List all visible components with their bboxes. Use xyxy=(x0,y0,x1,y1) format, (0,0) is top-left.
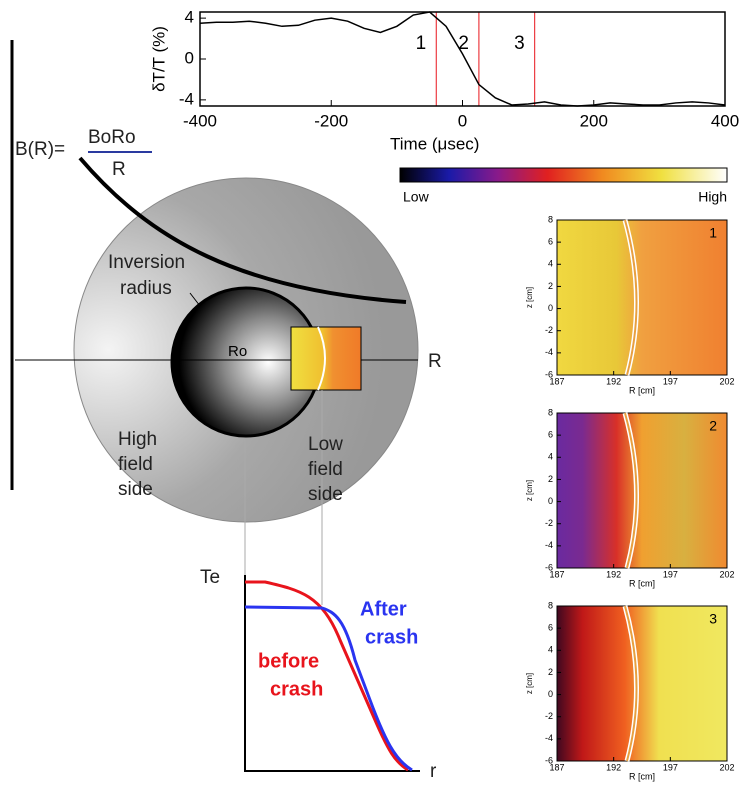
y-tick-label: 6 xyxy=(548,623,553,633)
formula: BoRo xyxy=(88,127,136,148)
x-tick-label: 197 xyxy=(663,569,678,579)
before-curve xyxy=(245,580,409,772)
plot-frame xyxy=(199,11,726,107)
pointer xyxy=(189,292,201,307)
panel-label: 2 xyxy=(709,418,717,434)
after-curve xyxy=(244,605,413,772)
label: field xyxy=(308,459,343,480)
x-tick-label: 192 xyxy=(606,762,621,772)
x-tick-label: 200 xyxy=(580,111,608,130)
x-tick-label: 202 xyxy=(719,762,734,772)
y-tick-label: 4 xyxy=(548,645,553,655)
y-axis-label: δT/T (%) xyxy=(149,26,168,92)
x-tick-label: 202 xyxy=(719,376,734,386)
y-tick-label: 8 xyxy=(548,407,553,417)
inset-box xyxy=(290,326,362,391)
y-tick-label: 4 xyxy=(185,8,194,27)
label: Low xyxy=(308,434,343,455)
marker-label: 2 xyxy=(458,33,469,54)
data-line xyxy=(199,11,726,107)
y-tick-label: 2 xyxy=(548,281,553,291)
y-axis-label: z [cm] xyxy=(525,673,534,694)
label: After xyxy=(360,598,407,620)
label: crash xyxy=(365,626,418,648)
label: field xyxy=(118,454,153,475)
x-tick-label: 192 xyxy=(606,376,621,386)
image-panel xyxy=(556,219,728,376)
x-tick-label: -200 xyxy=(314,111,348,130)
x-axis-label: R [cm] xyxy=(629,578,655,588)
x-tick-label: 202 xyxy=(719,569,734,579)
label: r xyxy=(430,761,437,782)
marker-label: 1 xyxy=(416,33,427,54)
x-tick-label: 197 xyxy=(663,376,678,386)
y-tick-label: 6 xyxy=(548,430,553,440)
y-tick-label: -4 xyxy=(545,540,553,550)
y-tick-label: -6 xyxy=(545,562,553,572)
y-tick-label: 0 xyxy=(185,48,194,67)
x-axis-label: Time (μsec) xyxy=(390,134,479,153)
label: before xyxy=(258,650,319,672)
y-tick-label: 0 xyxy=(548,689,553,699)
y-tick-label: 6 xyxy=(548,237,553,247)
y-tick-label: -2 xyxy=(545,711,553,721)
x-axis-label: R [cm] xyxy=(629,385,655,395)
panel-label: 1 xyxy=(709,225,717,241)
field-curve xyxy=(78,156,407,304)
y-tick-label: 0 xyxy=(548,303,553,313)
marker-label: 3 xyxy=(514,33,525,54)
y-tick-label: -2 xyxy=(545,518,553,528)
y-tick-label: -4 xyxy=(179,89,194,108)
label: radius xyxy=(120,278,172,299)
y-tick-label: 8 xyxy=(548,600,553,610)
y-tick-label: -6 xyxy=(545,755,553,765)
y-tick-label: 4 xyxy=(548,452,553,462)
x-tick-label: 197 xyxy=(663,762,678,772)
label: side xyxy=(308,484,343,505)
x-tick-label: 187 xyxy=(549,762,564,772)
colorbar-label: Low xyxy=(403,189,430,205)
y-tick-label: -2 xyxy=(545,325,553,335)
inset-contour xyxy=(317,326,326,391)
colorbar-label: High xyxy=(698,189,727,205)
label: R xyxy=(428,351,442,372)
image-panel xyxy=(556,412,728,569)
contour xyxy=(624,605,638,762)
y-tick-label: 0 xyxy=(548,496,553,506)
y-tick-label: 2 xyxy=(548,667,553,677)
y-axis-label: z [cm] xyxy=(525,287,534,308)
colorbar xyxy=(399,167,728,183)
y-axis-label: z [cm] xyxy=(525,480,534,501)
y-tick-label: -4 xyxy=(545,347,553,357)
label: Inversion xyxy=(108,252,185,273)
y-tick-label: 4 xyxy=(548,259,553,269)
x-tick-label: 192 xyxy=(606,569,621,579)
y-tick-label: 8 xyxy=(548,214,553,224)
x-tick-label: 187 xyxy=(549,569,564,579)
image-panel xyxy=(556,605,728,762)
label: Te xyxy=(200,567,220,588)
x-axis-label: R [cm] xyxy=(629,771,655,781)
y-tick-label: 2 xyxy=(548,474,553,484)
label: High xyxy=(118,429,157,450)
y-tick-label: -4 xyxy=(545,733,553,743)
x-tick-label: 400 xyxy=(711,111,739,130)
contour xyxy=(624,219,638,376)
label: Ro xyxy=(228,343,247,360)
formula: B(R)= xyxy=(15,139,65,160)
label: crash xyxy=(270,678,323,700)
panel-label: 3 xyxy=(709,611,717,627)
x-tick-label: -400 xyxy=(183,111,217,130)
y-tick-label: -6 xyxy=(545,369,553,379)
label: side xyxy=(118,479,153,500)
contour xyxy=(624,412,638,569)
x-tick-label: 187 xyxy=(549,376,564,386)
formula: R xyxy=(112,159,126,180)
x-tick-label: 0 xyxy=(458,111,467,130)
